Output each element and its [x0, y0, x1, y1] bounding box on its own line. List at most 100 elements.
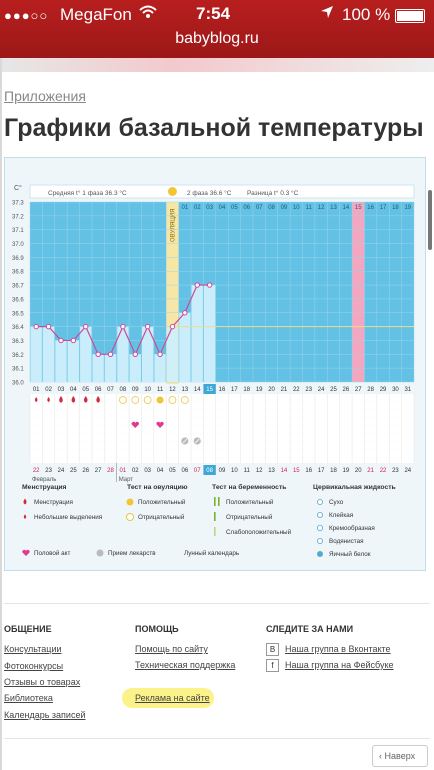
- phase2-day-label: 14: [343, 205, 350, 211]
- back-to-top-label: Наверх: [384, 751, 416, 761]
- footer-link-consultations[interactable]: Консультации: [4, 644, 62, 654]
- legend-item: Слабоположительный: [226, 528, 292, 536]
- ovulation-test-negative-icon: [180, 396, 189, 404]
- temperature-bar: [117, 326, 129, 382]
- date-label: 22: [380, 468, 387, 474]
- y-tick-label: 37.1: [12, 228, 24, 234]
- cycle-day-label: 31: [404, 387, 411, 393]
- menstruation-drop-icon: [83, 396, 88, 403]
- header-box: [29, 184, 415, 199]
- scrollbar[interactable]: [428, 190, 432, 250]
- footer-link-help[interactable]: Помощь по сайту: [135, 644, 208, 654]
- temperature-bar: [30, 326, 42, 382]
- date-label: 09: [219, 468, 226, 474]
- ovulation-test-negative-icon: [168, 396, 177, 404]
- page-title: Графики базальной температуры: [4, 114, 424, 142]
- temperature-bar: [80, 326, 92, 382]
- legend-item: Небольшие выделения: [34, 513, 102, 521]
- cycle-day-label: 27: [355, 387, 362, 393]
- date-label: 02: [132, 468, 139, 474]
- month-label-february: Февраль: [32, 477, 56, 483]
- temperature-point: [58, 337, 64, 344]
- battery-icon: [395, 9, 425, 23]
- temperature-bar: [92, 354, 104, 382]
- legend-pregnancy-test-icon: [214, 527, 216, 536]
- footer-link-vk[interactable]: Наша группа в Вконтакте: [285, 644, 391, 654]
- footer-link-reviews[interactable]: Отзывы о товарах: [4, 677, 81, 687]
- bbt-chart: C° Средняя t° 1 фаза 36.3 °C 2 фаза 36.6 °…: [12, 184, 415, 558]
- phase2-day-label: 05: [231, 205, 238, 211]
- cycle-day-label: 05: [82, 387, 89, 393]
- status-bar: ●●●○○ MegaFon 7:54 100 % babyblog.ru: [0, 0, 434, 58]
- footer-link-library[interactable]: Библиотека: [4, 693, 53, 703]
- temperature-point: [194, 282, 200, 288]
- legend-menstruation-title: Менструация: [22, 484, 67, 491]
- cycle-day-label: 29: [380, 387, 387, 393]
- menstruation-drop-icon: [23, 498, 27, 505]
- legend-item: Положительный: [226, 498, 274, 506]
- cycle-day-label: 13: [181, 387, 188, 393]
- clock: 7:54: [196, 4, 231, 23]
- legend-item: Менструация: [34, 499, 73, 506]
- temperature-point: [144, 323, 151, 330]
- ovulation-label: ОВУЛЯЦИЯ: [170, 209, 176, 242]
- date-label: 12: [256, 468, 263, 474]
- temperature-bar: [55, 340, 67, 382]
- y-tick-label: 36.2: [12, 353, 24, 359]
- legend-pregnancy-title: Тест на беременность: [212, 483, 286, 491]
- date-label: 15: [293, 468, 300, 474]
- footer-link-support[interactable]: Техническая поддержка: [135, 660, 236, 670]
- footer-link-facebook[interactable]: Наша группа на Фейсбуке: [285, 660, 394, 670]
- footer-link-photo-contests[interactable]: Фотоконкурсы: [4, 661, 64, 671]
- date-label: 22: [33, 468, 40, 474]
- temperature-point: [95, 351, 101, 358]
- legend-cervical-icon: [316, 537, 323, 544]
- cycle-day-label: 20: [268, 387, 275, 393]
- cycle-day-label: 25: [330, 387, 337, 393]
- legend-item: Положительный: [138, 498, 186, 506]
- intercourse-heart-icon: [156, 421, 164, 428]
- temperature-point: [107, 351, 114, 358]
- highlight-marker: [122, 688, 214, 708]
- temperature-point: [206, 282, 213, 288]
- temperature-point: [45, 323, 52, 330]
- phase2-day-label: 02: [194, 205, 201, 211]
- cycle-day-label: 01: [33, 387, 40, 393]
- intercourse-heart-icon: [22, 549, 30, 556]
- legend-item: Водянистая: [329, 538, 364, 545]
- legend-pregnancy-test-icon: [214, 497, 216, 506]
- legend-cervical-icon: [316, 524, 323, 531]
- date-label: 06: [181, 468, 188, 474]
- facebook-icon[interactable]: f: [266, 659, 279, 672]
- plot-area: [30, 202, 414, 382]
- cycle-day-label: 24: [318, 387, 325, 393]
- cycle-day-label: 11: [157, 387, 164, 393]
- cycle-day-label: 22: [293, 387, 300, 393]
- vk-icon[interactable]: B: [266, 643, 279, 656]
- url-bar[interactable]: babyblog.ru: [175, 30, 259, 47]
- footer-link-advertising[interactable]: Реклама на сайте: [135, 693, 210, 703]
- intercourse-heart-icon: [131, 421, 139, 428]
- legend-item: Прием лекарств: [108, 550, 156, 557]
- menstruation-drop-icon: [34, 397, 38, 403]
- legend-cervical-title: Цервикальная жидкость: [313, 484, 396, 491]
- footer-title-community: ОБЩЕНИЕ: [4, 624, 52, 634]
- back-to-top-button[interactable]: ‹ Наверх: [372, 745, 428, 767]
- legend-cervical-icon: [316, 511, 323, 518]
- legend-ovulation-title: Тест на овуляцию: [127, 484, 188, 491]
- temperature-bar: [203, 285, 216, 382]
- legend-item: Сухо: [329, 499, 344, 506]
- menstruation-drop-icon: [71, 396, 76, 403]
- date-label: 24: [58, 468, 65, 474]
- phase2-day-label: 06: [243, 205, 250, 211]
- breadcrumb[interactable]: Приложения: [4, 88, 86, 104]
- y-tick-label: 36.4: [12, 325, 24, 331]
- cycle-day-label: 08: [120, 387, 127, 393]
- cycle-day-label: 30: [392, 387, 399, 393]
- battery-percent: 100 %: [342, 5, 391, 24]
- phase2-day-label: 01: [181, 205, 188, 211]
- cycle-day-label: 06: [95, 387, 102, 393]
- date-label: 21: [367, 468, 374, 474]
- footer-link-calendar[interactable]: Календарь записей: [4, 710, 86, 720]
- divider: [4, 738, 430, 739]
